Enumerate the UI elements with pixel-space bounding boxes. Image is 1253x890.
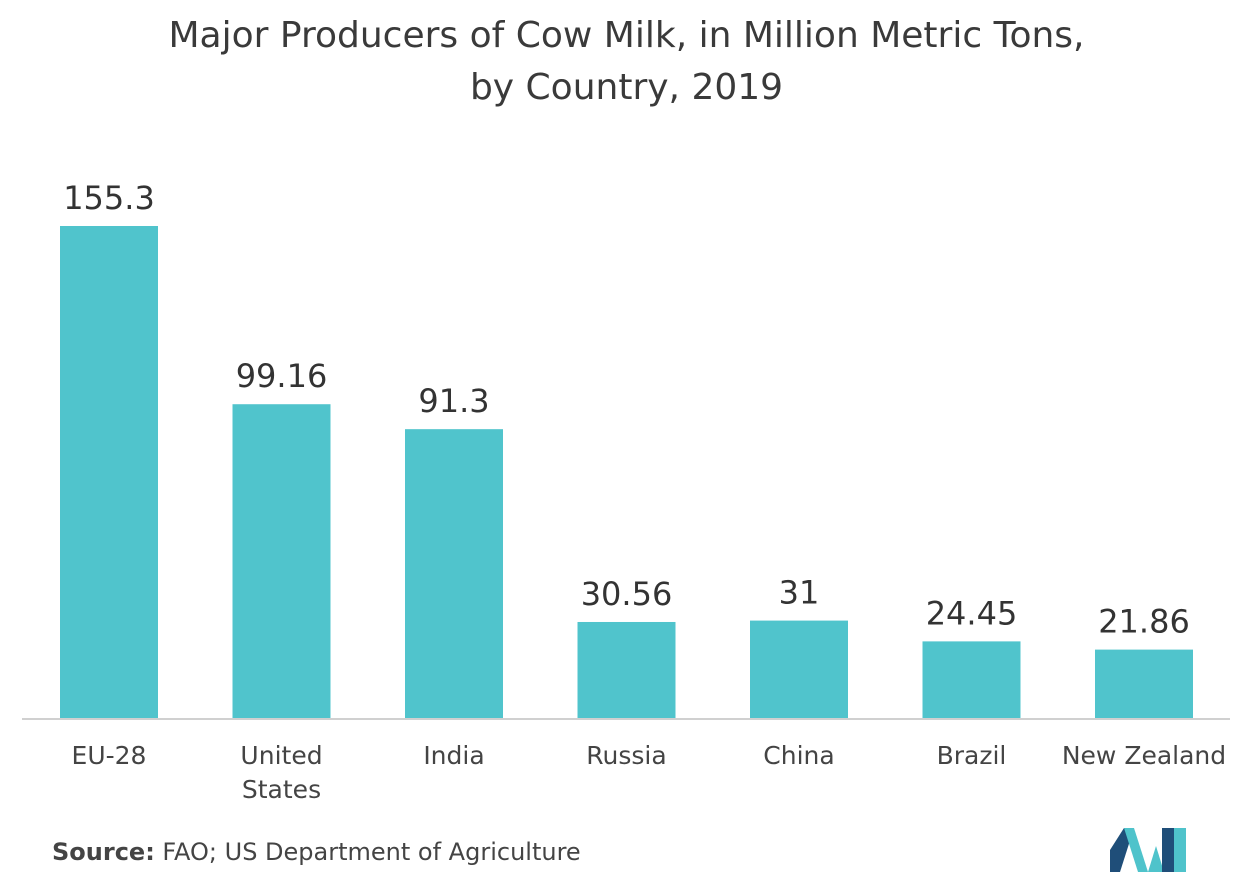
category-label: United (240, 741, 322, 770)
category-label: EU-28 (72, 741, 147, 770)
value-label: 31 (779, 574, 820, 612)
value-label: 155.3 (63, 179, 155, 217)
value-label: 91.3 (418, 382, 489, 420)
bar-group (60, 226, 1193, 719)
value-label-group: 155.3 99.16 91.3 30.56 31 24.45 21.86 (63, 179, 1190, 641)
category-label: Russia (586, 741, 666, 770)
category-label-group: EU-28 United States India Russia China Brazil N… (72, 741, 1227, 804)
source-text: FAO; US Department of Agriculture (154, 838, 581, 866)
bar-eu-28 (60, 226, 158, 719)
category-label: New Zealand (1062, 741, 1226, 770)
value-label: 99.16 (236, 357, 328, 395)
category-label: China (763, 741, 834, 770)
brand-logo-icon (1110, 828, 1186, 872)
value-label: 30.56 (581, 575, 673, 613)
value-label: 24.45 (926, 594, 1018, 632)
bar-russia (577, 621, 676, 719)
bar-new-zealand (1095, 649, 1193, 719)
chart-title-line-1: Major Producers of Cow Milk, in Million … (168, 15, 1085, 56)
source-label: Source: (52, 838, 155, 866)
bar-china (750, 620, 848, 719)
category-label: Brazil (937, 741, 1007, 770)
bar-brazil (922, 641, 1021, 719)
category-label: States (242, 775, 321, 804)
category-label: India (423, 741, 484, 770)
chart-title-line-2: by Country, 2019 (469, 67, 784, 108)
chart-title: Major Producers of Cow Milk, in Million … (0, 10, 1253, 114)
source-note: Source: FAO; US Department of Agricultur… (52, 838, 581, 866)
bar-india (405, 429, 503, 719)
bar-united-states (232, 404, 331, 719)
value-label: 21.86 (1098, 603, 1190, 641)
